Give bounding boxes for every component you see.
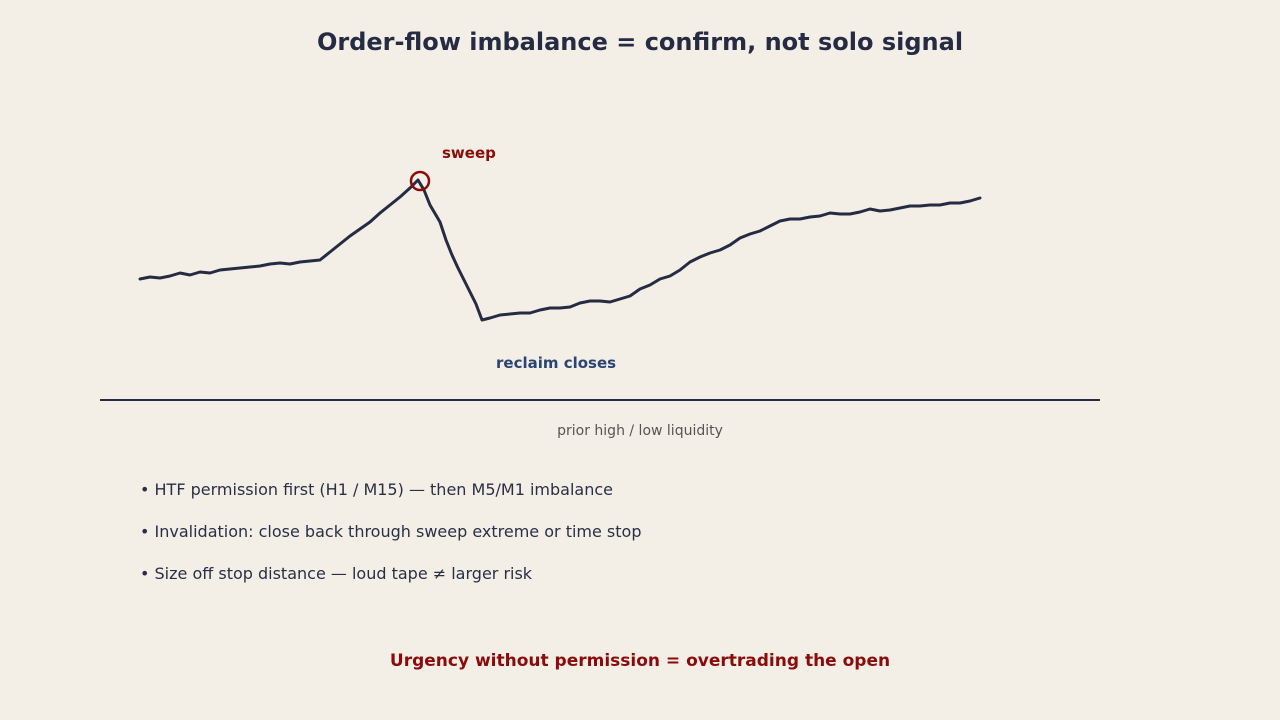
reclaim-label: reclaim closes bbox=[496, 354, 617, 372]
footer-warning: Urgency without permission = overtrading… bbox=[389, 651, 891, 671]
sweep-label: sweep bbox=[442, 144, 496, 162]
price-path-line bbox=[138, 178, 982, 322]
sweep-marker-circle bbox=[409, 170, 431, 192]
bullet-list: • HTF permission first (H1 / M15) — then… bbox=[140, 480, 641, 606]
baseline-label: prior high / low liquidity bbox=[557, 423, 723, 439]
diagram-title: Order-flow imbalance = confirm, not solo… bbox=[316, 28, 964, 56]
bullet-item: • Invalidation: close back through sweep… bbox=[140, 522, 642, 541]
bullet-item: • HTF permission first (H1 / M15) — then… bbox=[140, 480, 613, 499]
bullet-item: • Size off stop distance — loud tape ≠ l… bbox=[140, 564, 533, 583]
